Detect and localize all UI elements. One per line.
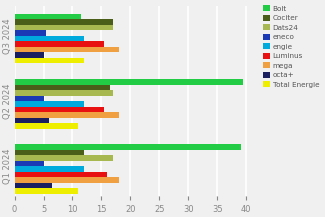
Bar <box>15 41 104 47</box>
Bar <box>15 47 119 53</box>
Bar <box>15 14 81 19</box>
Bar <box>15 79 243 85</box>
Bar <box>15 36 84 41</box>
Bar <box>15 30 46 36</box>
Bar <box>15 123 78 129</box>
Bar <box>15 53 44 58</box>
Bar <box>15 118 49 123</box>
Bar <box>15 107 104 112</box>
Bar <box>15 172 107 178</box>
Bar <box>15 161 44 166</box>
Bar <box>15 150 84 155</box>
Bar <box>15 112 119 118</box>
Bar <box>15 178 119 183</box>
Legend: Bolt, Cociter, Dats24, eneco, engie, Luminus, mega, octa+, Total Energie: Bolt, Cociter, Dats24, eneco, engie, Lum… <box>260 2 322 91</box>
Bar <box>15 19 113 25</box>
Bar <box>15 85 110 90</box>
Bar <box>15 25 113 30</box>
Bar <box>15 183 52 188</box>
Bar <box>15 90 113 96</box>
Bar <box>15 155 113 161</box>
Bar <box>15 101 84 107</box>
Bar <box>15 144 240 150</box>
Bar <box>15 58 84 63</box>
Bar <box>15 96 44 101</box>
Bar <box>15 188 78 194</box>
Bar <box>15 166 84 172</box>
